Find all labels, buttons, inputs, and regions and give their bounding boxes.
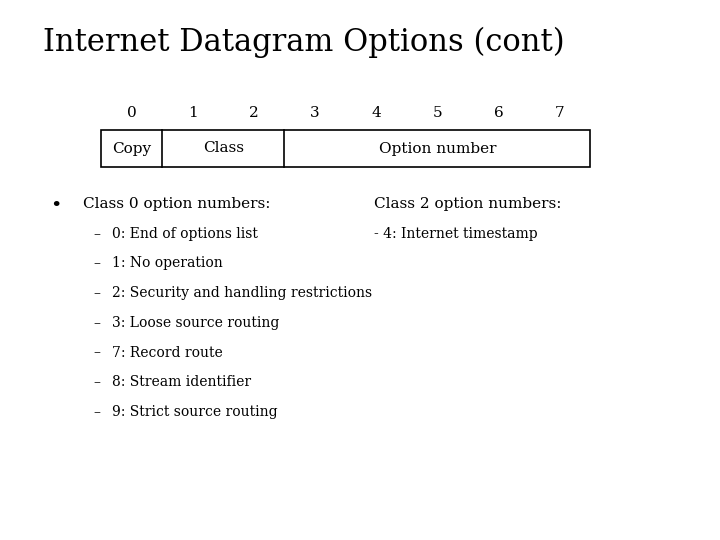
Text: Copy: Copy	[112, 141, 151, 156]
Text: –: –	[94, 375, 101, 389]
Text: 3: 3	[310, 106, 320, 120]
Text: 4: 4	[372, 106, 381, 120]
Text: –: –	[94, 227, 101, 241]
Text: –: –	[94, 346, 101, 360]
Text: Option number: Option number	[379, 141, 496, 156]
Text: 5: 5	[433, 106, 442, 120]
Text: 0: 0	[127, 106, 136, 120]
Text: Class 2 option numbers:: Class 2 option numbers:	[374, 197, 562, 211]
Text: –: –	[94, 405, 101, 419]
Text: 2: Security and handling restrictions: 2: Security and handling restrictions	[112, 286, 372, 300]
Text: –: –	[94, 316, 101, 330]
Text: - 4: Internet timestamp: - 4: Internet timestamp	[374, 227, 538, 241]
Text: Class 0 option numbers:: Class 0 option numbers:	[83, 197, 270, 211]
Text: 1: No operation: 1: No operation	[112, 256, 222, 271]
Text: –: –	[94, 286, 101, 300]
Text: 3: Loose source routing: 3: Loose source routing	[112, 316, 279, 330]
Text: 7: Record route: 7: Record route	[112, 346, 222, 360]
Text: 0: End of options list: 0: End of options list	[112, 227, 258, 241]
Text: 9: Strict source routing: 9: Strict source routing	[112, 405, 277, 419]
Text: 2: 2	[249, 106, 258, 120]
Text: 1: 1	[188, 106, 197, 120]
Text: 8: Stream identifier: 8: Stream identifier	[112, 375, 251, 389]
Text: •: •	[50, 197, 62, 215]
Text: –: –	[94, 256, 101, 271]
Text: Class: Class	[203, 141, 243, 156]
Text: Internet Datagram Options (cont): Internet Datagram Options (cont)	[43, 27, 564, 58]
Bar	[101, 130, 590, 167]
Text: 7: 7	[555, 106, 564, 120]
Text: 6: 6	[494, 106, 503, 120]
